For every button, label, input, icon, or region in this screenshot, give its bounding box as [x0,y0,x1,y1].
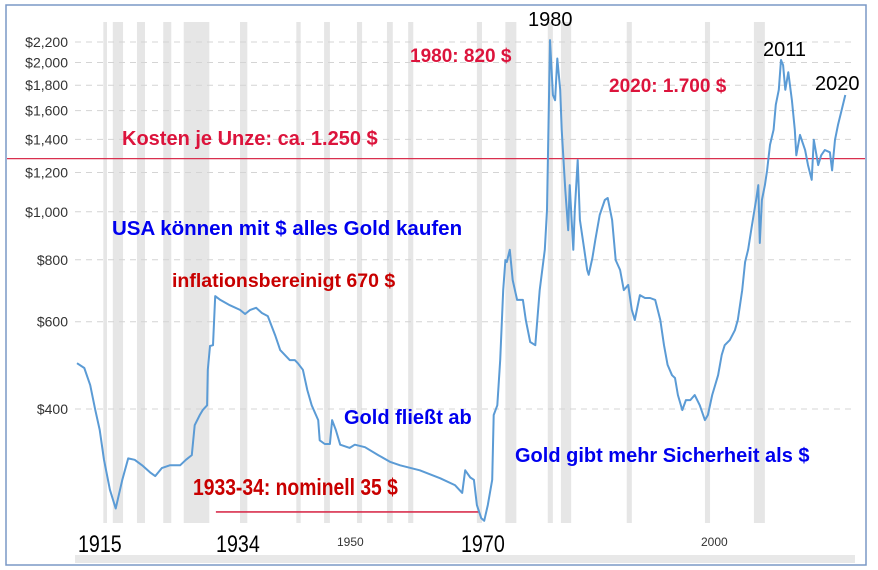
series-layer [76,39,847,522]
y-tick-label: $600 [37,314,68,330]
shaded-period [386,22,393,523]
x-tick-label: 1915 [78,530,122,557]
annotation-1980-year: 1980 [528,9,573,31]
y-tick-label: $800 [37,252,68,268]
shaded-period [296,22,301,523]
shaded-period [704,22,711,523]
y-tick-label: $1,400 [25,131,68,147]
annotation-usa-buy: USA können mit $ alles Gold kaufen [112,217,462,240]
shaded-period [112,22,124,523]
shaded-period [753,22,765,523]
annotation-1980-value: 1980: 820 $ [410,46,512,67]
shaded-period [356,22,363,523]
y-axis-ticks: $400 $600 $800 $1,000 $1,200 $1,400 $1,600 $1,8… [25,34,68,417]
shaded-period [626,22,632,523]
annotation-2020-year: 2020 [815,73,860,95]
range-navigator[interactable] [75,555,855,563]
annotation-2011-year: 2011 [763,39,806,61]
annotation-gold-outflow: Gold fließt ab [344,407,472,429]
x-tick-label: 1970 [461,530,505,557]
shaded-period [163,22,172,523]
y-tick-label: $400 [37,401,68,417]
annotation-inflation-adjusted: inflationsbereinigt 670 $ [172,270,395,292]
y-tick-label: $1,000 [25,204,68,220]
y-tick-label: $1,800 [25,77,68,93]
y-tick-label: $1,600 [25,103,68,119]
annotation-2020-value: 2020: 1.700 $ [609,76,727,97]
gold-price-line [76,39,847,522]
shaded-period [240,22,248,523]
shaded-period [505,22,517,523]
x-tick-label: 2000 [701,535,728,549]
recession-bands [103,22,765,523]
shaded-period [476,22,482,523]
reference-label-cost: Kosten je Unze: ca. 1.250 $ [122,128,378,150]
shaded-period [103,22,107,523]
shaded-period [547,22,553,523]
shaded-period [408,22,414,523]
shaded-period [560,22,572,523]
x-tick-label: 1934 [216,530,260,557]
shaded-period [324,22,330,523]
y-tick-label: $1,200 [25,165,68,181]
gridlines [75,41,855,410]
shaded-period [136,22,145,523]
annotation-gold-security: Gold gibt mehr Sicherheit als $ [515,445,810,467]
reference-lines [7,158,865,513]
chart-border [5,4,867,566]
x-tick-label: 1950 [337,535,364,549]
y-tick-label: $2,200 [25,34,68,50]
shaded-period [183,22,210,523]
y-tick-label: $2,000 [25,55,68,71]
reference-label-nominal: 1933-34: nominell 35 $ [193,476,398,501]
